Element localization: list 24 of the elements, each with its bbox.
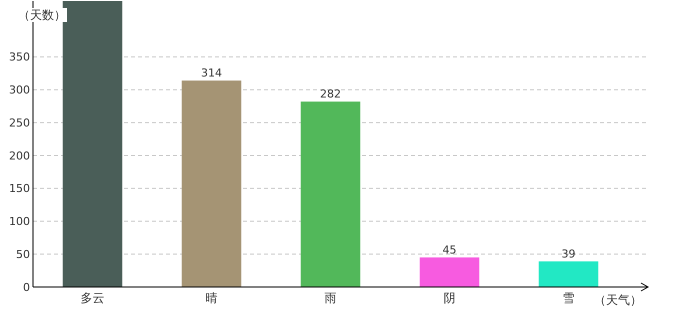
y-tick-label: 200 <box>9 149 30 162</box>
y-tick-label: 100 <box>9 215 30 228</box>
y-tick-label: 0 <box>23 280 30 294</box>
x-tick-label: 多云 <box>80 291 104 305</box>
y-axis-title: （天数） <box>18 8 66 22</box>
data-label: 39 <box>562 247 576 260</box>
y-tick-label: 50 <box>16 248 30 261</box>
y-tick-label: 250 <box>9 116 30 130</box>
data-label: 45 <box>442 243 456 256</box>
data-label: 282 <box>320 88 341 101</box>
data-label: 314 <box>201 66 222 80</box>
x-tick-label: 阴 <box>444 291 456 305</box>
y-tick-label: 150 <box>9 182 30 196</box>
x-tick-label: 晴 <box>206 291 218 305</box>
x-axis-title: （天气） <box>594 293 642 307</box>
bar <box>420 257 480 287</box>
bar <box>182 80 242 287</box>
y-tick-label: 350 <box>9 50 30 64</box>
bar <box>538 261 598 287</box>
bar <box>300 102 360 287</box>
x-tick-label: 雪 <box>562 291 574 305</box>
x-tick-label: 雨 <box>324 291 336 305</box>
bar <box>62 1 122 287</box>
y-tick-label: 300 <box>9 84 30 97</box>
